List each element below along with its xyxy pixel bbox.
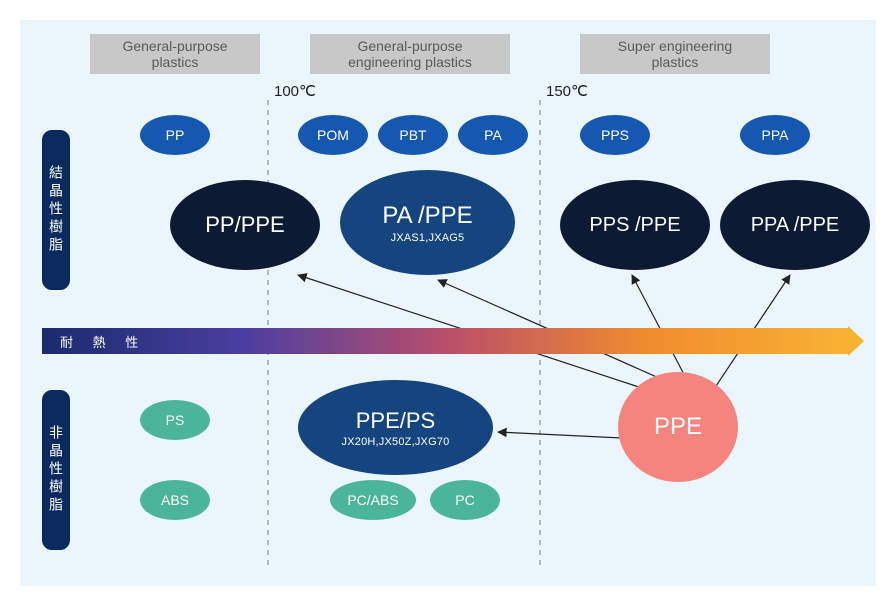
alloy-node: PP/PPE xyxy=(170,180,320,270)
alloy-node: PPA /PPE xyxy=(720,180,870,270)
alloy-label: PPE/PS xyxy=(356,408,435,434)
alloy-node: PPE/PS JX20H,JX50Z,JXG70 xyxy=(298,380,493,475)
plastic-node: PS xyxy=(140,400,210,440)
row-category-label: 非晶性樹脂 xyxy=(42,390,70,550)
plastic-node: PBT xyxy=(378,115,448,155)
temperature-label: 100℃ xyxy=(274,82,316,100)
alloy-node: PA /PPE JXAS1,JXAG5 xyxy=(340,170,515,275)
plastic-node: ABS xyxy=(140,480,210,520)
diagram-frame: 100℃ 150℃ General-purposeplastics General-p… xyxy=(0,0,896,606)
plastic-node: PA xyxy=(458,115,528,155)
category-header: General-purposeengineering plastics xyxy=(310,34,510,74)
alloy-label: PP/PPE xyxy=(205,212,284,238)
alloy-sublabel: JX20H,JX50Z,JXG70 xyxy=(342,436,450,448)
temperature-label: 150℃ xyxy=(546,82,588,100)
alloy-sublabel: JXAS1,JXAG5 xyxy=(391,232,465,244)
plastic-node: PPS xyxy=(580,115,650,155)
heat-resistance-bar: 耐 熱 性 xyxy=(42,328,850,354)
alloy-node: PPS /PPE xyxy=(560,180,710,270)
category-header: General-purposeplastics xyxy=(90,34,260,74)
alloy-label: PA /PPE xyxy=(382,202,472,230)
plastic-node: PPA xyxy=(740,115,810,155)
alloy-label: PPA /PPE xyxy=(751,214,840,237)
alloy-label: PPS /PPE xyxy=(589,214,680,237)
diagram-canvas: 100℃ 150℃ General-purposeplastics General-p… xyxy=(20,20,876,586)
plastic-node: POM xyxy=(298,115,368,155)
plastic-node: PC/ABS xyxy=(330,480,416,520)
category-header: Super engineeringplastics xyxy=(580,34,770,74)
row-category-label: 結晶性樹脂 xyxy=(42,130,70,290)
plastic-node: PP xyxy=(140,115,210,155)
plastic-node: PC xyxy=(430,480,500,520)
ppe-hub-node: PPE xyxy=(618,372,738,482)
